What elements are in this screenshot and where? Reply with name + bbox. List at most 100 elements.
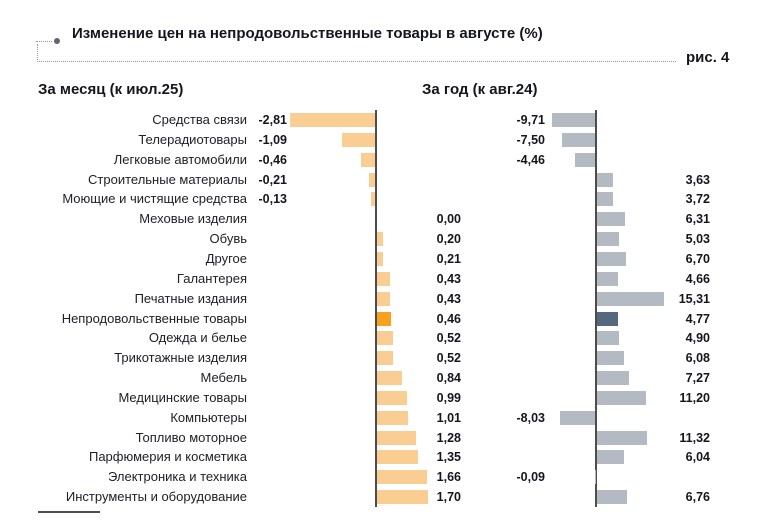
chart-row: Меховые изделия 0,00 6,31 (0, 209, 759, 229)
month-bar (377, 490, 429, 505)
year-positive-value-label: 5,03 (685, 232, 710, 247)
year-negative-value-label: -8,03 (516, 410, 546, 425)
month-bar (371, 192, 375, 207)
month-bar (377, 410, 408, 425)
month-bar (377, 271, 390, 286)
month-bar (342, 132, 375, 147)
year-bar (597, 271, 618, 286)
chart-row: Легковые автомобили -0,46 -4,46 (0, 150, 759, 170)
chart-row: Парфюмерия и косметика 1,35 6,04 (0, 447, 759, 467)
year-bar (597, 251, 627, 266)
month-negative-value-label: -0,46 (258, 152, 288, 167)
dotted-lead-line (36, 41, 52, 42)
category-label: Инструменты и оборудование (65, 489, 247, 505)
month-negative-value-label: -2,81 (258, 113, 288, 127)
chart-row: Моющие и чистящие средства -0,13 3,72 (0, 189, 759, 209)
year-negative-value-label: -4,46 (516, 152, 546, 167)
month-bar (377, 251, 384, 266)
category-label: Электроника и техника (107, 469, 247, 485)
chart-row: Обувь 0,20 5,03 (0, 229, 759, 249)
chart-row: Трикотажные изделия 0,52 6,08 (0, 348, 759, 368)
month-bar (377, 430, 416, 445)
figure-number-label: рис. 4 (686, 49, 730, 66)
month-bar (290, 113, 375, 127)
chart-row: Топливо моторное 1,28 11,32 (0, 428, 759, 448)
category-label: Печатные издания (134, 290, 247, 306)
month-positive-value-label: 0,00 (436, 212, 461, 227)
year-positive-value-label: 7,27 (685, 371, 710, 386)
month-bar (377, 470, 428, 485)
year-panel-header: За год (к авг.24) (422, 81, 538, 98)
category-label: Меховые изделия (139, 211, 247, 227)
category-label: Средства связи (152, 112, 247, 127)
chart-row: Электроника и техника 1,66 -0,09 (0, 467, 759, 487)
year-bar (597, 331, 619, 346)
month-positive-value-label: 0,52 (436, 331, 461, 346)
year-negative-value-label: -0,09 (516, 470, 546, 485)
month-positive-value-label: 1,35 (436, 450, 461, 465)
month-positive-value-label: 0,84 (436, 371, 461, 386)
chart-rows: Средства связи -2,81 -9,71 Телерадиотова… (0, 110, 759, 510)
month-positive-value-label: 1,70 (436, 490, 461, 505)
year-positive-value-label: 6,31 (685, 212, 710, 227)
category-label: Моющие и чистящие средства (62, 191, 247, 207)
category-label: Мебель (200, 370, 247, 386)
footnote-rule (38, 511, 100, 513)
year-bar (559, 410, 595, 425)
month-positive-value-label: 0,20 (436, 232, 461, 247)
month-positive-value-label: 0,43 (436, 291, 461, 306)
chart-row: Печатные издания 0,43 15,31 (0, 289, 759, 309)
year-positive-value-label: 4,90 (685, 331, 710, 346)
category-label: Медицинские товары (118, 389, 247, 405)
category-label: Парфюмерия и косметика (88, 449, 247, 465)
month-bar (377, 331, 393, 346)
year-bar (597, 390, 647, 405)
year-positive-value-label: 4,77 (685, 311, 710, 326)
month-positive-value-label: 1,28 (436, 430, 461, 445)
chart-row: Инструменты и оборудование 1,70 6,76 (0, 487, 759, 507)
category-label: Обувь (209, 231, 247, 247)
category-label: Трикотажные изделия (114, 350, 247, 366)
chart-row: Телерадиотовары -1,09 -7,50 (0, 130, 759, 150)
month-bar (377, 291, 390, 306)
year-bar (597, 291, 665, 306)
month-bar (368, 172, 375, 187)
year-positive-value-label: 4,66 (685, 271, 710, 286)
month-negative-value-label: -0,13 (258, 192, 288, 207)
month-panel-header: За месяц (к июл.25) (38, 81, 184, 98)
category-label: Топливо моторное (135, 429, 247, 445)
year-axis-line (595, 110, 597, 507)
month-negative-value-label: -0,21 (258, 172, 288, 187)
chart-row: Другое 0,21 6,70 (0, 249, 759, 269)
year-positive-value-label: 6,04 (685, 450, 710, 465)
chart-row: Компьютеры 1,01 -8,03 (0, 408, 759, 428)
month-positive-value-label: 1,66 (436, 470, 461, 485)
year-bar (552, 113, 595, 127)
category-label: Одежда и белье (148, 330, 247, 346)
month-bar (377, 390, 407, 405)
year-bar (597, 351, 624, 366)
chart-row: Галантерея 0,43 4,66 (0, 269, 759, 289)
year-bar (597, 232, 620, 247)
category-label: Компьютеры (170, 409, 247, 425)
chart-row: Строительные материалы -0,21 3,63 (0, 170, 759, 190)
year-positive-value-label: 6,76 (685, 490, 710, 505)
year-positive-value-label: 6,08 (685, 351, 710, 366)
year-bar (597, 490, 627, 505)
year-positive-value-label: 11,32 (679, 430, 710, 445)
category-label: Телерадиотовары (138, 131, 247, 147)
year-bar (575, 152, 595, 167)
month-bar (377, 232, 384, 247)
year-bar (597, 172, 613, 187)
year-bar (597, 212, 625, 227)
month-axis-line (375, 110, 377, 507)
category-label: Непродовольственные товары (61, 310, 247, 326)
year-positive-value-label: 3,63 (685, 172, 710, 187)
month-bar (361, 152, 375, 167)
year-bar (597, 430, 647, 445)
year-bar (597, 192, 614, 207)
category-label: Легковые автомобили (113, 151, 247, 167)
chart-row: Мебель 0,84 7,27 (0, 368, 759, 388)
category-label: Галантерея (176, 270, 247, 286)
